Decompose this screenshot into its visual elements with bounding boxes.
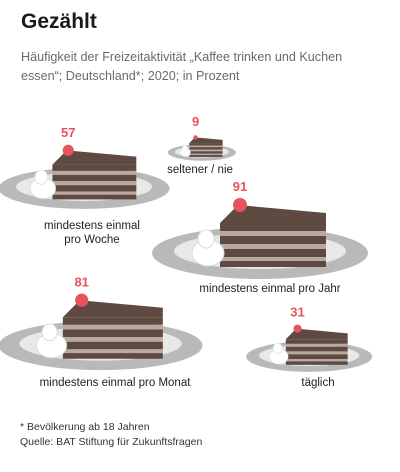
cream-dollop	[197, 229, 215, 249]
population-note: * Bevölkerung ab 18 Jahren	[20, 421, 150, 433]
value-label: 31	[290, 304, 304, 319]
cake-top	[285, 328, 348, 340]
cherry	[62, 144, 74, 156]
cherry	[193, 135, 198, 140]
cream-dollop	[182, 145, 188, 152]
cake-layer	[189, 155, 223, 157]
chart-subtitle: Häufigkeit der Freizeitaktivität „Kaffee…	[21, 50, 343, 83]
cream-dollop	[41, 323, 58, 342]
cake-layer	[220, 261, 326, 267]
cake-layer	[220, 249, 326, 257]
cake-layer	[189, 149, 223, 152]
cake-top	[52, 150, 137, 165]
cake-layer	[189, 145, 223, 148]
footnote: * Bevölkerung ab 18 Jahren Quelle: BAT S…	[20, 420, 202, 450]
cake-layer	[52, 174, 137, 182]
cream-dollop	[272, 342, 283, 355]
cake-layer	[285, 351, 348, 355]
cake-layer	[220, 257, 326, 261]
cake-layer	[220, 236, 326, 244]
cake-layer	[52, 191, 137, 195]
value-label: 57	[61, 125, 75, 140]
cake-mark	[152, 198, 368, 279]
cream-dollop	[34, 169, 49, 185]
page-title: Gezählt	[21, 10, 97, 33]
category-label: mindestens einmal	[44, 220, 140, 232]
cake-layer	[285, 339, 348, 344]
cherry	[293, 324, 302, 333]
cake-top	[62, 300, 163, 318]
cake-layer	[52, 194, 137, 200]
cake-top	[220, 205, 326, 223]
value-label: 81	[74, 274, 88, 289]
cake-mark	[0, 144, 170, 209]
cake-layer	[285, 359, 348, 362]
cake-layer	[189, 143, 223, 146]
cake-layer	[62, 317, 163, 325]
cake-layer	[62, 329, 163, 338]
cake-layer	[52, 170, 137, 175]
cake-layer	[220, 231, 326, 236]
cake-layer	[285, 343, 348, 347]
category-label: seltener / nie	[167, 164, 233, 176]
cake-mark	[0, 293, 203, 371]
category-label: mindestens einmal pro Monat	[40, 377, 192, 389]
cake-layer	[62, 349, 163, 354]
source-note: Quelle: BAT Stiftung für Zukunftsfragen	[20, 436, 203, 448]
cake-layer	[52, 181, 137, 186]
cake-layer	[220, 244, 326, 249]
category-label: täglich	[301, 377, 334, 389]
cake-top	[189, 137, 223, 144]
cherry	[233, 198, 247, 212]
cake-layer	[62, 337, 163, 342]
cake-layer	[62, 353, 163, 359]
value-label: 91	[233, 179, 247, 194]
cherry	[75, 293, 89, 307]
cake-layer	[220, 223, 326, 231]
category-label: mindestens einmal pro Jahr	[199, 283, 340, 295]
cake-layer	[62, 341, 163, 350]
category-label: pro Woche	[64, 234, 119, 246]
cake-layer	[189, 151, 223, 154]
value-label: 9	[192, 114, 199, 129]
cake-layer	[285, 361, 348, 365]
cake-layer	[189, 147, 223, 150]
cake-layer	[62, 324, 163, 330]
cake-layer	[52, 185, 137, 192]
cake-mark	[167, 135, 236, 161]
cake-layer	[52, 164, 137, 171]
cake-layer	[285, 354, 348, 360]
cake-layer	[285, 346, 348, 352]
cake-mark	[246, 324, 373, 372]
cake-layer	[189, 153, 223, 156]
